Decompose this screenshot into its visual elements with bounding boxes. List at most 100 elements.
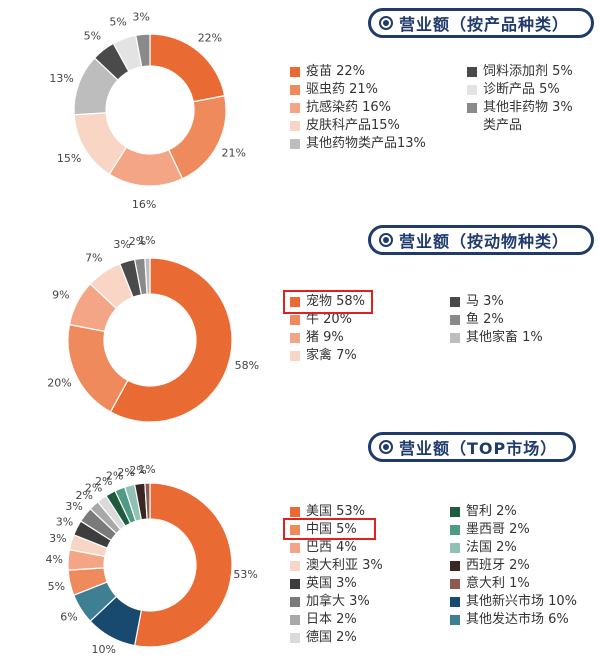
slice-data-label: 2% bbox=[76, 489, 93, 502]
legend-swatch bbox=[450, 543, 460, 553]
legend-label: 其他药物类产品13% bbox=[306, 136, 426, 151]
legend-item: 马 3% bbox=[450, 293, 543, 311]
legend-item: 驱虫药 21% bbox=[290, 81, 426, 99]
legend-item: 牛 20% bbox=[290, 311, 365, 329]
legend-label: 德国 2% bbox=[306, 630, 357, 645]
legend-swatch bbox=[450, 333, 460, 343]
slice-data-label: 20% bbox=[47, 377, 71, 390]
legend-item: 皮肤科产品15% bbox=[290, 117, 426, 135]
legend-label: 法国 2% bbox=[466, 540, 517, 555]
legend-item: 其他家畜 1% bbox=[450, 329, 543, 347]
legend-swatch bbox=[290, 615, 300, 625]
donut-slice-1-0 bbox=[109, 257, 233, 423]
slice-data-label: 13% bbox=[49, 72, 73, 85]
legend-swatch bbox=[290, 139, 300, 149]
section-title-product: 营业额（按产品种类） bbox=[368, 8, 594, 38]
legend-item: 德国 2% bbox=[290, 629, 383, 647]
slice-data-label: 15% bbox=[57, 152, 81, 165]
slice-data-label: 2% bbox=[117, 466, 134, 479]
slice-data-label: 6% bbox=[60, 610, 77, 623]
legend-label: 驱虫药 21% bbox=[306, 82, 379, 97]
legend-item: 智利 2% bbox=[450, 503, 577, 521]
slice-data-label: 3% bbox=[113, 238, 130, 251]
legend-product-left: 疫苗 22% 驱虫药 21% 抗感染药 16% 皮肤科产品15% 其他药物类产品… bbox=[290, 63, 426, 153]
legend-swatch bbox=[290, 597, 300, 607]
legend-label: 抗感染药 16% bbox=[306, 100, 392, 115]
legend-label: 日本 2% bbox=[306, 612, 357, 627]
legend-item: 猪 9% bbox=[290, 329, 365, 347]
legend-item: 其他非药物 3% bbox=[467, 99, 573, 117]
legend-item: 其他药物类产品13% bbox=[290, 135, 426, 153]
slice-data-label: 5% bbox=[109, 16, 126, 29]
legend-swatch bbox=[467, 67, 477, 77]
donut-slice-0-7 bbox=[135, 33, 151, 68]
legend-swatch bbox=[450, 315, 460, 325]
legend-label: 巴西 4% bbox=[306, 540, 357, 555]
legend-label: 意大利 1% bbox=[466, 576, 530, 591]
donut-slice-1-6 bbox=[144, 257, 151, 295]
legend-label: 中国 5% bbox=[306, 522, 357, 537]
slice-data-label: 2% bbox=[95, 475, 112, 488]
legend-swatch bbox=[290, 633, 300, 643]
legend-label: 美国 53% bbox=[306, 504, 366, 519]
slice-data-label: 53% bbox=[233, 568, 257, 581]
donut-slice-0-1 bbox=[167, 95, 227, 180]
legend-swatch bbox=[290, 121, 300, 131]
legend-label: 疫苗 22% bbox=[306, 64, 366, 79]
legend-swatch bbox=[290, 67, 300, 77]
legend-label: 墨西哥 2% bbox=[466, 522, 530, 537]
legend-swatch bbox=[290, 525, 300, 535]
legend-swatch bbox=[450, 615, 460, 625]
slice-data-label: 9% bbox=[52, 289, 69, 302]
legend-label: 皮肤科产品15% bbox=[306, 118, 400, 133]
legend-item: 疫苗 22% bbox=[290, 63, 426, 81]
legend-item: 日本 2% bbox=[290, 611, 383, 629]
slice-data-label: 3% bbox=[49, 532, 66, 545]
legend-label: 猪 9% bbox=[306, 330, 344, 345]
legend-label: 诊断产品 5% bbox=[483, 82, 560, 97]
title-bullet-icon bbox=[379, 440, 393, 454]
highlight-box-china bbox=[283, 518, 376, 540]
slice-data-label: 10% bbox=[92, 643, 116, 656]
slice-data-label: 7% bbox=[85, 251, 102, 264]
slice-data-label: 2% bbox=[129, 464, 146, 477]
legend-swatch-spacer bbox=[467, 121, 477, 131]
donut-slice-2-0 bbox=[133, 482, 233, 648]
legend-animal-right: 马 3% 鱼 2% 其他家畜 1% bbox=[450, 293, 543, 347]
legend-label: 家禽 7% bbox=[306, 348, 357, 363]
legend-swatch bbox=[290, 507, 300, 517]
legend-swatch bbox=[467, 103, 477, 113]
legend-animal-left: 宠物 58% 牛 20% 猪 9% 家禽 7% bbox=[290, 293, 365, 365]
legend-label: 鱼 2% bbox=[466, 312, 504, 327]
slice-data-label: 1% bbox=[138, 463, 155, 476]
legend-item: 法国 2% bbox=[450, 539, 577, 557]
legend-product-right: 饲料添加剂 5% 诊断产品 5% 其他非药物 3% 类产品 bbox=[467, 63, 573, 135]
slice-data-label: 3% bbox=[132, 10, 149, 23]
slice-data-label: 16% bbox=[132, 198, 156, 211]
legend-item: 澳大利亚 3% bbox=[290, 557, 383, 575]
legend-swatch bbox=[290, 297, 300, 307]
legend-item: 诊断产品 5% bbox=[467, 81, 573, 99]
slice-data-label: 2% bbox=[85, 481, 102, 494]
legend-market-left: 美国 53% 中国 5% 巴西 4% 澳大利亚 3% 英国 3% 加拿大 3% … bbox=[290, 503, 383, 647]
legend-swatch bbox=[290, 103, 300, 113]
legend-label: 其他发达市场 6% bbox=[466, 612, 569, 627]
title-bullet-icon bbox=[379, 233, 393, 247]
slice-data-label: 21% bbox=[222, 147, 246, 160]
legend-swatch bbox=[290, 315, 300, 325]
legend-swatch bbox=[450, 579, 460, 589]
legend-label: 澳大利亚 3% bbox=[306, 558, 383, 573]
slice-data-label: 2% bbox=[106, 470, 123, 483]
legend-label: 宠物 58% bbox=[306, 294, 366, 309]
legend-label: 马 3% bbox=[466, 294, 504, 309]
legend-label: 牛 20% bbox=[306, 312, 353, 327]
legend-item: 巴西 4% bbox=[290, 539, 383, 557]
legend-label: 智利 2% bbox=[466, 504, 517, 519]
slice-data-label: 1% bbox=[138, 234, 155, 247]
legend-item: 墨西哥 2% bbox=[450, 521, 577, 539]
legend-label: 类产品 bbox=[483, 118, 523, 133]
highlight-box-pet bbox=[283, 290, 373, 314]
slice-data-label: 58% bbox=[235, 359, 259, 372]
legend-swatch bbox=[290, 351, 300, 361]
